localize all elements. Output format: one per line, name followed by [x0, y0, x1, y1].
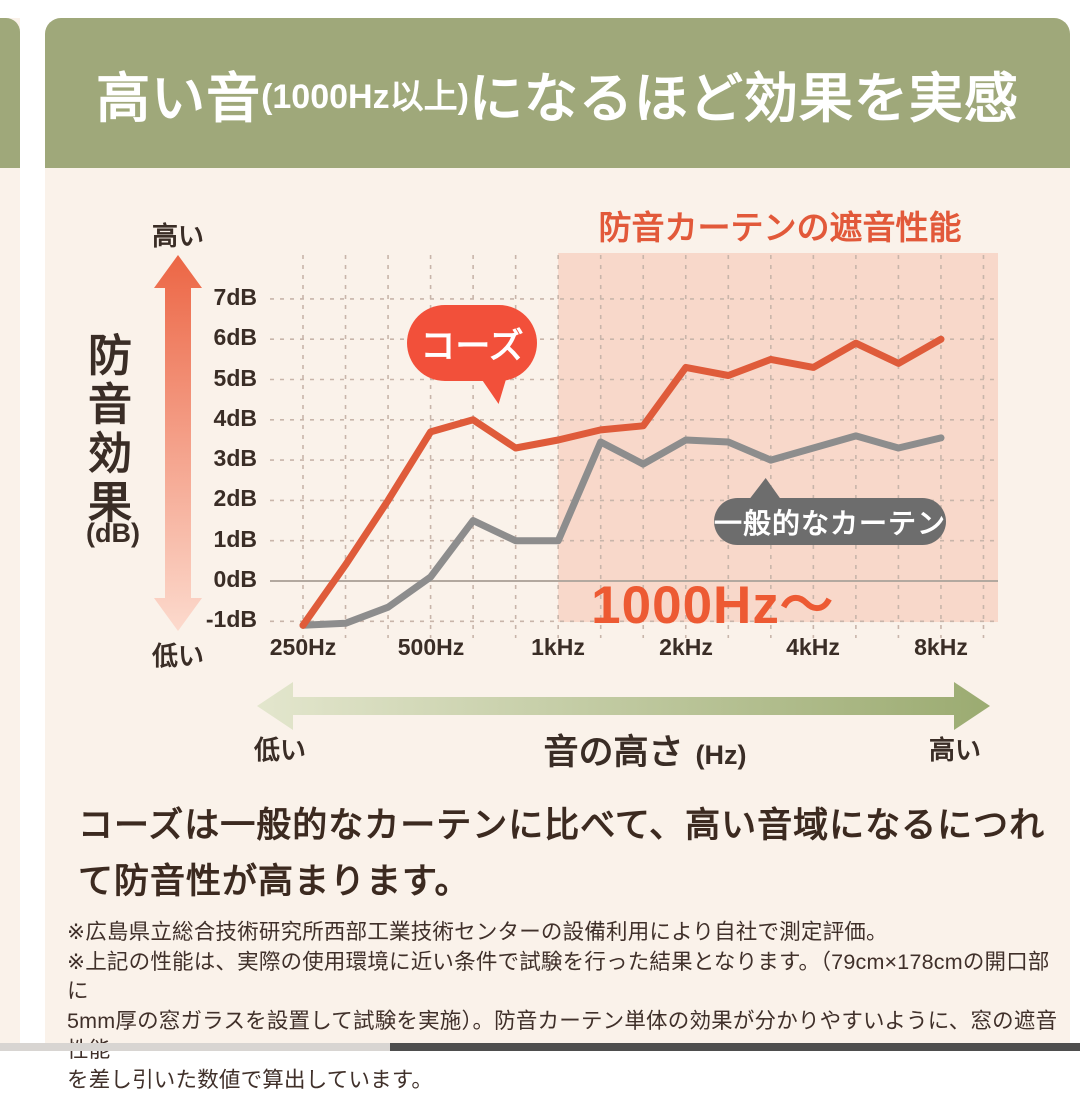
y-tick-4db: 4dB [187, 405, 257, 432]
footnote-line-1: ※広島県立総合技術研究所西部工業技術センターの設備利用により自社で測定評価。 [67, 918, 1067, 948]
chart-title: 防音カーテンの遮音性能 [565, 201, 995, 249]
y-tick-5db: 5dB [187, 365, 257, 392]
y-tick-minus1db: -1dB [187, 606, 257, 633]
bottom-edge-light-bar [0, 1043, 390, 1051]
x-axis-title-text: 音の高さ [544, 733, 684, 772]
x-tick-8khz: 8kHz [886, 634, 996, 661]
highlight-1000hz-label: 1000Hz〜 [540, 563, 885, 639]
footnote-line-4: を差し引いた数値で算出しています。 [67, 1066, 1067, 1095]
x-axis-unit [688, 740, 696, 770]
footnote-line-3: 5mm厚の窓ガラスを設置して試験を実施）。防音カーテン単体の効果が分かりやすいよ… [67, 1007, 1067, 1066]
summary-line-1: コーズは一般的なカーテンに比べて、高い音域になるにつれ [78, 798, 1063, 854]
bottom-edge-dark-bar [390, 1043, 1080, 1051]
pitch-horizontal-arrow [257, 682, 990, 730]
y-tick-0db: 0dB [187, 566, 257, 593]
y-tick-7db: 7dB [187, 284, 257, 311]
y-axis-unit: (dB) [71, 518, 155, 549]
kooz-series-bubble: コーズ [407, 305, 537, 381]
adjacent-image-edge [0, 18, 20, 1051]
y-axis-low-label: 低い [138, 636, 218, 673]
summary-line-2: て防音性が高まります。 [78, 854, 1063, 910]
adjacent-image-banner-edge [0, 18, 20, 168]
summary-text: コーズは一般的なカーテンに比べて、高い音域になるにつれ て防音性が高まります。 [78, 798, 1063, 910]
y-tick-6db: 6dB [187, 324, 257, 351]
y-tick-1db: 1dB [187, 526, 257, 553]
y-axis-high-label: 高い [138, 216, 218, 253]
x-tick-500hz: 500Hz [376, 634, 486, 661]
x-axis-unit-text: (Hz) [696, 740, 747, 770]
y-tick-2db: 2dB [187, 485, 257, 512]
y-tick-3db: 3dB [187, 445, 257, 472]
x-axis-low-label: 低い [230, 730, 330, 767]
footnotes: ※広島県立総合技術研究所西部工業技術センターの設備利用により自社で測定評価。 ※… [67, 918, 1067, 1095]
infographic-card: 高い音(1000Hz以上)になるほど効果を実感 防音カーテンの遮音性能 高い 低… [45, 18, 1070, 1051]
y-axis-title: 防音効果 [85, 332, 137, 528]
x-tick-250hz: 250Hz [248, 634, 358, 661]
footnote-line-2: ※上記の性能は、実際の使用環境に近い条件で試験を行った結果となります。（79cm… [67, 948, 1067, 1007]
x-axis-high-label: 高い [905, 730, 1005, 767]
x-axis-title: 音の高さ (Hz) [475, 724, 815, 775]
ordinary-curtain-bubble: 一般的なカーテン [714, 498, 946, 545]
